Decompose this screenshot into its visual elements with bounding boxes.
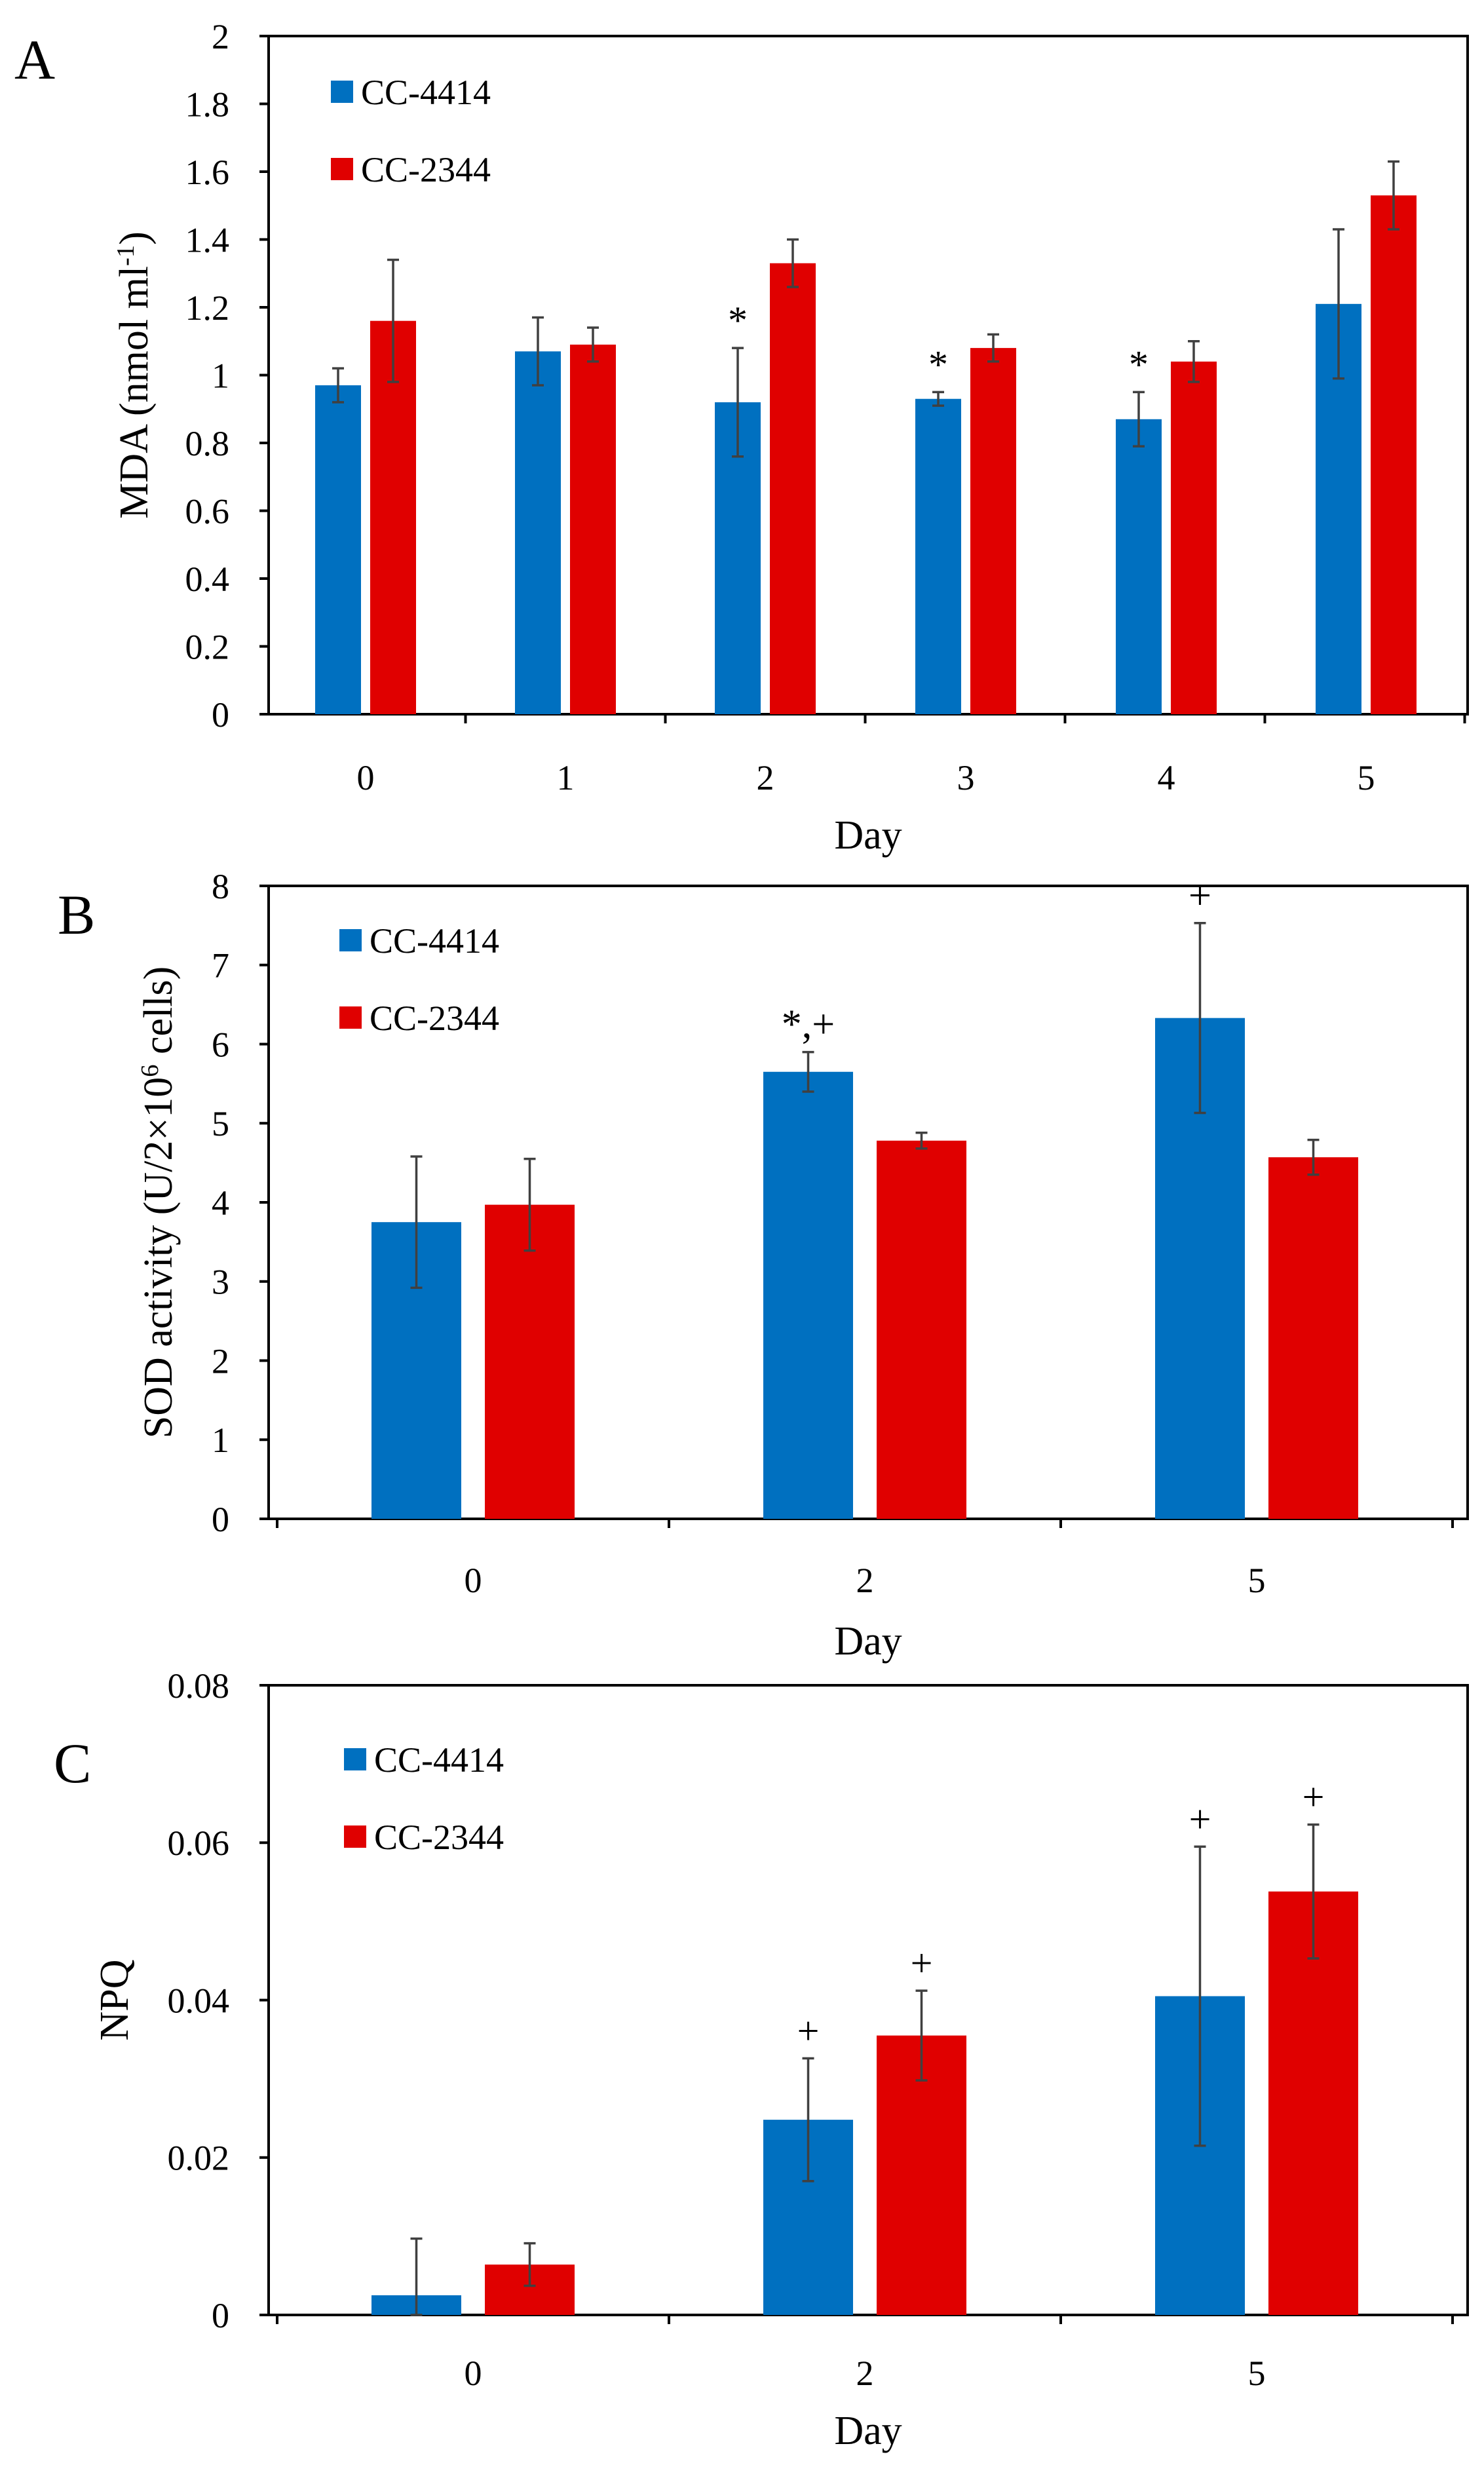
legend-label: CC-2344	[374, 1818, 504, 1857]
legend-label: CC-2344	[370, 999, 499, 1038]
bar-cc-2344-5	[1268, 1157, 1358, 1519]
bar-cc-2344-3	[970, 348, 1016, 714]
significance-marker: +	[1189, 873, 1211, 918]
y-axis-title-end: cells)	[136, 966, 181, 1065]
x-tick-label: 0	[357, 758, 375, 797]
y-tick-label: 4	[212, 1183, 229, 1223]
bar-cc-2344-1	[570, 344, 616, 714]
panel-label: B	[58, 883, 95, 946]
x-tick-label: 0	[465, 1561, 482, 1600]
significance-marker: +	[797, 2009, 820, 2052]
y-tick-label: 1.2	[185, 288, 230, 328]
chart-panel-a: A 0 0.2 0.4 0.6 0.8 1 1.2 1.4 1.6 1.8 2 0 1 2 3 4 5 Day MDA…	[14, 17, 1469, 858]
y-axis-title-end: )	[112, 231, 157, 245]
y-axis-title-sup: 6	[136, 1064, 164, 1077]
x-tick-label: 0	[465, 2354, 482, 2393]
significance-marker: *,+	[782, 1003, 835, 1047]
y-tick-label: 5	[212, 1104, 229, 1143]
y-axis-title-main: SOD activity (U/2×10	[136, 1077, 181, 1439]
x-tick-label: 2	[757, 758, 774, 797]
bar-cc-4414-2	[763, 1071, 853, 1519]
y-tick-label: 1.6	[185, 153, 230, 192]
bar-cc-4414-0	[315, 385, 361, 714]
y-tick-label: 0	[212, 1500, 229, 1539]
x-tick-label: 5	[1248, 2354, 1266, 2393]
plot-frame	[267, 35, 1469, 716]
bar-cc-4414-4	[1116, 419, 1162, 714]
y-tick-label: 1	[212, 1421, 229, 1460]
y-tick-label: 3	[212, 1263, 229, 1302]
y-tick-label: 0.08	[168, 1666, 230, 1706]
y-tick-label: 0.06	[168, 1824, 230, 1863]
significance-marker: *	[728, 299, 748, 342]
bar-cc-2344-0	[370, 320, 416, 714]
y-tick-label: 1	[212, 356, 229, 395]
legend-label: CC-2344	[361, 150, 491, 189]
bar-cc-2344-2	[877, 2035, 966, 2315]
legend-swatch	[339, 929, 362, 951]
y-tick-label: 2	[212, 17, 229, 56]
y-axis-title-sup: -1	[112, 245, 140, 266]
legend-swatch	[339, 1006, 362, 1029]
bar-cc-2344-2	[877, 1140, 966, 1519]
significance-marker: +	[1189, 1797, 1211, 1841]
panel-label: C	[54, 1732, 91, 1795]
y-tick-label: 0.02	[168, 2139, 230, 2178]
bar-cc-4414-1	[515, 351, 561, 714]
panel-label: A	[14, 28, 55, 91]
significance-marker: *	[928, 343, 948, 386]
chart-panel-c: C 0 0.02 0.04 0.06 0.08 0 2 5 Day NPQ + + + + CC-4414 CC…	[54, 1666, 1469, 2453]
y-tick-label: 0.04	[168, 1981, 230, 2020]
y-axis-title: MDA (nmol ml-1)	[112, 231, 157, 518]
x-tick-label: 4	[1158, 758, 1175, 797]
y-tick-label: 2	[212, 1341, 229, 1381]
bar-cc-2344-5	[1268, 1891, 1358, 2315]
x-tick-label: 5	[1358, 758, 1375, 797]
bar-cc-2344-0	[485, 1204, 575, 1519]
y-axis-title-main: NPQ	[92, 1959, 137, 2040]
x-tick-label: 5	[1248, 1561, 1266, 1600]
x-tick-label: 2	[856, 2354, 874, 2393]
y-tick-label: 0.8	[185, 424, 230, 463]
y-axis-title: NPQ	[92, 1959, 137, 2040]
significance-marker: +	[1303, 1776, 1325, 1819]
legend-label: CC-4414	[374, 1740, 504, 1780]
legend-swatch	[331, 158, 353, 180]
bar-cc-2344-2	[770, 263, 816, 715]
y-tick-label: 0.6	[185, 491, 230, 531]
significance-marker: +	[911, 1941, 933, 1985]
legend-label: CC-4414	[370, 921, 499, 961]
legend-label: CC-4414	[361, 73, 491, 112]
y-tick-label: 0.4	[185, 560, 230, 599]
x-tick-label: 3	[957, 758, 975, 797]
x-tick-label: 1	[557, 758, 575, 797]
y-axis-title: SOD activity (U/2×106 cells)	[136, 966, 181, 1439]
y-tick-label: 6	[212, 1025, 229, 1064]
x-axis-title: Day	[834, 813, 902, 858]
x-axis-title: Day	[834, 2409, 902, 2453]
y-tick-label: 0.2	[185, 627, 230, 666]
bar-cc-4414-3	[915, 398, 961, 714]
legend-swatch	[331, 81, 353, 103]
y-tick-label: 0	[212, 695, 229, 735]
x-axis-title: Day	[834, 1619, 902, 1664]
y-tick-label: 0	[212, 2296, 229, 2335]
y-tick-label: 1.4	[185, 220, 230, 259]
legend-swatch	[344, 1825, 366, 1848]
bar-cc-2344-5	[1371, 195, 1417, 715]
y-tick-label: 7	[212, 946, 229, 985]
significance-marker: *	[1129, 343, 1149, 386]
y-axis-title-main: MDA (nmol ml	[112, 266, 157, 519]
bar-cc-2344-4	[1171, 361, 1217, 714]
legend-swatch	[344, 1748, 366, 1770]
y-tick-label: 8	[212, 867, 229, 906]
y-tick-label: 1.8	[185, 85, 230, 124]
x-tick-label: 2	[856, 1561, 874, 1600]
